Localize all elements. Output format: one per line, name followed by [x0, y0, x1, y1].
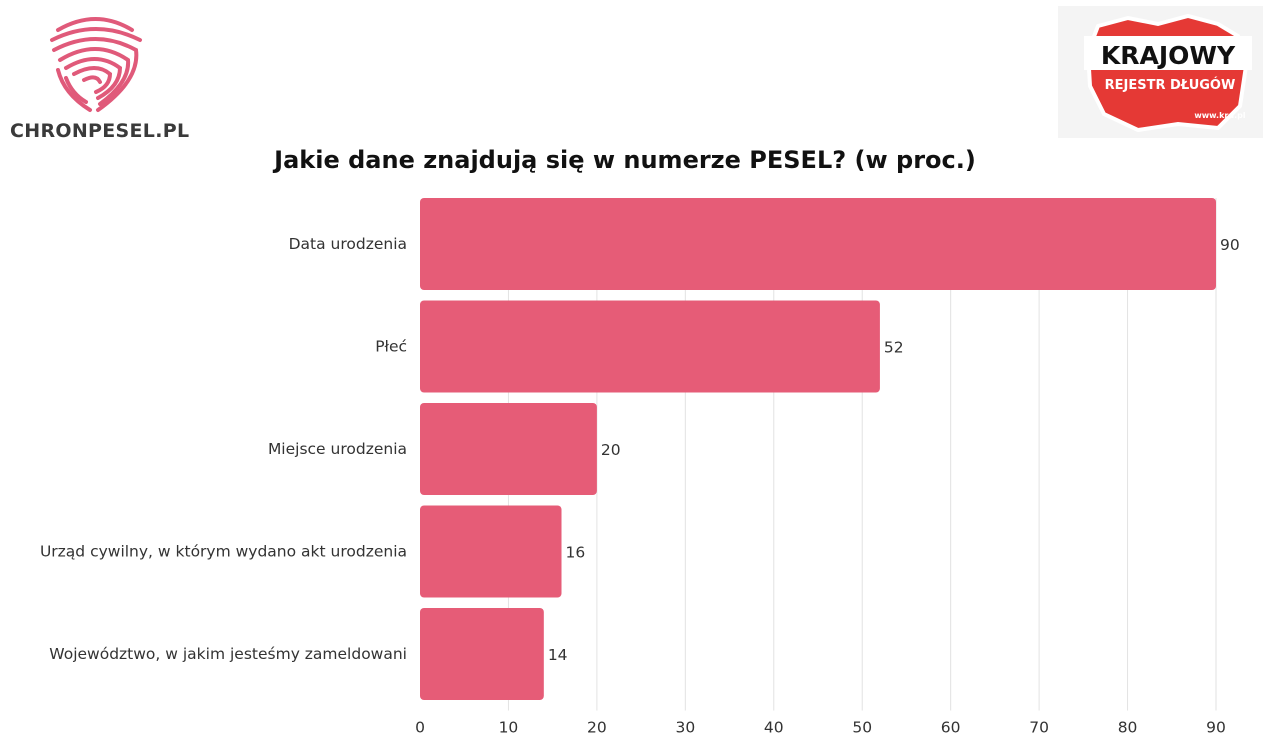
- x-tick-label: 70: [1029, 719, 1049, 737]
- category-label: Województwo, w jakim jesteśmy zameldowan…: [49, 645, 407, 663]
- x-tick-label: 50: [852, 719, 872, 737]
- x-tick-label: 80: [1118, 719, 1138, 737]
- x-tick-label: 60: [941, 719, 961, 737]
- value-label: 90: [1220, 236, 1240, 254]
- krd-logo-line2: REJESTR DŁUGÓW: [1105, 77, 1236, 93]
- bar: [420, 505, 562, 598]
- chart-title: Jakie dane znajdują się w numerze PESEL?…: [274, 146, 976, 174]
- value-label: 20: [601, 441, 621, 459]
- value-label: 52: [884, 339, 904, 357]
- value-label: 14: [548, 646, 568, 664]
- krd-logo-line1: KRAJOWY: [1101, 41, 1236, 70]
- category-label: Data urodzenia: [289, 235, 407, 253]
- fingerprint-shield-icon: [50, 17, 142, 112]
- category-label: Płeć: [375, 338, 407, 356]
- krd-logo: KRAJOWY REJESTR DŁUGÓW www.krd.pl: [1058, 6, 1263, 138]
- bar: [420, 198, 1216, 290]
- x-tick-label: 90: [1206, 719, 1226, 737]
- category-label: Miejsce urodzenia: [268, 440, 407, 458]
- value-label: 16: [566, 544, 586, 562]
- krd-poland-map-icon: KRAJOWY REJESTR DŁUGÓW www.krd.pl: [1084, 13, 1252, 133]
- x-tick-label: 20: [587, 719, 607, 737]
- bar-chart: Data urodzenia 90 Płeć 52 Miejsce urodzenia 2…: [40, 198, 1240, 737]
- x-tick-label: 30: [675, 719, 695, 737]
- bar: [420, 608, 544, 700]
- krd-logo-line3: www.krd.pl: [1194, 111, 1245, 120]
- x-tick-label: 10: [499, 719, 519, 737]
- bar: [420, 403, 597, 495]
- chronpesel-logo: [8, 10, 178, 150]
- category-label: Urząd cywilny, w którym wydano akt urodz…: [40, 543, 407, 561]
- x-tick-label: 40: [764, 719, 784, 737]
- chronpesel-logo-text: CHRONPESEL.PL: [10, 120, 190, 142]
- x-tick-label: 0: [415, 719, 425, 737]
- bar: [420, 300, 880, 393]
